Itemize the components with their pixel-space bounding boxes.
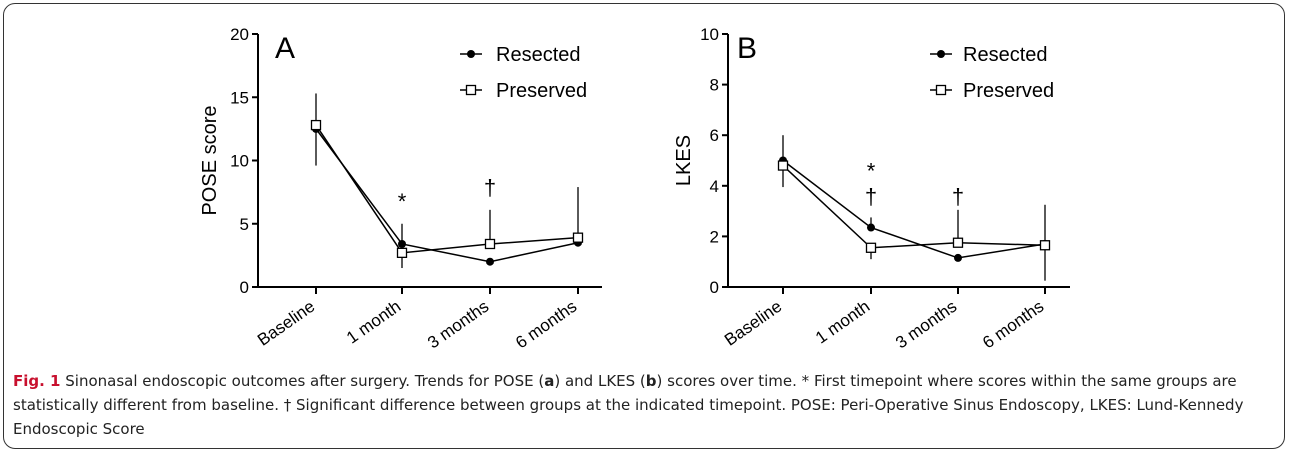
data-point-preserved [572,232,584,243]
data-point-resected [867,223,875,232]
data-point-preserved [865,242,877,253]
data-point-resected [954,253,962,262]
y-axis-label: POSE score [199,105,221,215]
legend-label: Preserved [963,80,1054,102]
caption-panel-a: a [544,372,555,390]
y-tick-label: 20 [230,25,249,44]
data-point-preserved [1039,240,1051,251]
y-tick-label: 6 [710,126,719,145]
y-tick-label: 4 [710,177,719,196]
caption-text-2: ) and LKES ( [554,372,646,390]
significance-annotation: † [952,184,964,209]
caption-fig-label: Fig. 1 [13,372,61,390]
figure-caption: Fig. 1 Sinonasal endoscopic outcomes aft… [13,369,1278,441]
y-tick-label: 5 [240,215,249,234]
legend-marker [465,84,477,96]
x-tick-label: 6 months [979,297,1047,353]
series-line-preserved [315,124,579,254]
significance-annotation: * [867,159,876,184]
series-line-preserved [782,165,1046,249]
data-point-resected [486,257,494,266]
y-tick-label: 0 [710,278,719,297]
caption-text-1: Sinonasal endoscopic outcomes after surg… [60,372,545,390]
y-tick-label: 15 [230,88,249,107]
significance-annotation: † [484,175,496,200]
legend-label: Resected [963,44,1048,66]
panel-letter: A [275,32,295,65]
series-line-resected [315,128,579,263]
data-point-preserved [484,238,496,250]
y-tick-label: 2 [710,227,719,246]
panel-letter: B [737,32,757,65]
x-tick-label: 6 months [512,297,580,353]
x-tick-label: 3 months [424,297,492,353]
caption-text-3: ) scores over time. * First timepoint wh… [13,372,1244,438]
y-tick-label: 0 [240,278,249,297]
legend-marker [467,50,475,58]
x-tick-label: Baseline [721,297,785,350]
data-point-preserved [952,237,964,248]
y-axis-label: LKES [673,135,695,186]
legend-label: Resected [496,44,581,66]
data-point-resected [398,239,406,248]
y-tick-label: 8 [710,76,719,95]
legend-marker [937,50,945,58]
significance-annotation: * [398,189,407,214]
chart-panel-a: 0 5 10 15 20 Baseline 1 month 3 months 6 months P… [199,25,602,352]
y-tick-label: 10 [230,152,249,171]
data-point-preserved [777,160,789,171]
series-line-resected [782,159,1046,259]
figure-frame [3,3,1285,449]
chart-panel-b: 0 2 4 6 8 10 Baseline 1 month 3 months 6 months LK… [673,25,1070,352]
caption-panel-b: b [645,372,657,390]
x-tick-label: 1 month [812,297,873,348]
data-point-preserved [396,247,408,258]
significance-annotation: † [865,184,877,209]
x-tick-label: 3 months [892,297,960,353]
legend-label: Preserved [496,80,587,102]
legend-marker [935,84,947,96]
x-tick-label: Baseline [254,297,318,350]
y-tick-label: 10 [700,25,719,44]
x-tick-label: 1 month [343,297,404,348]
data-point-preserved [310,119,322,131]
